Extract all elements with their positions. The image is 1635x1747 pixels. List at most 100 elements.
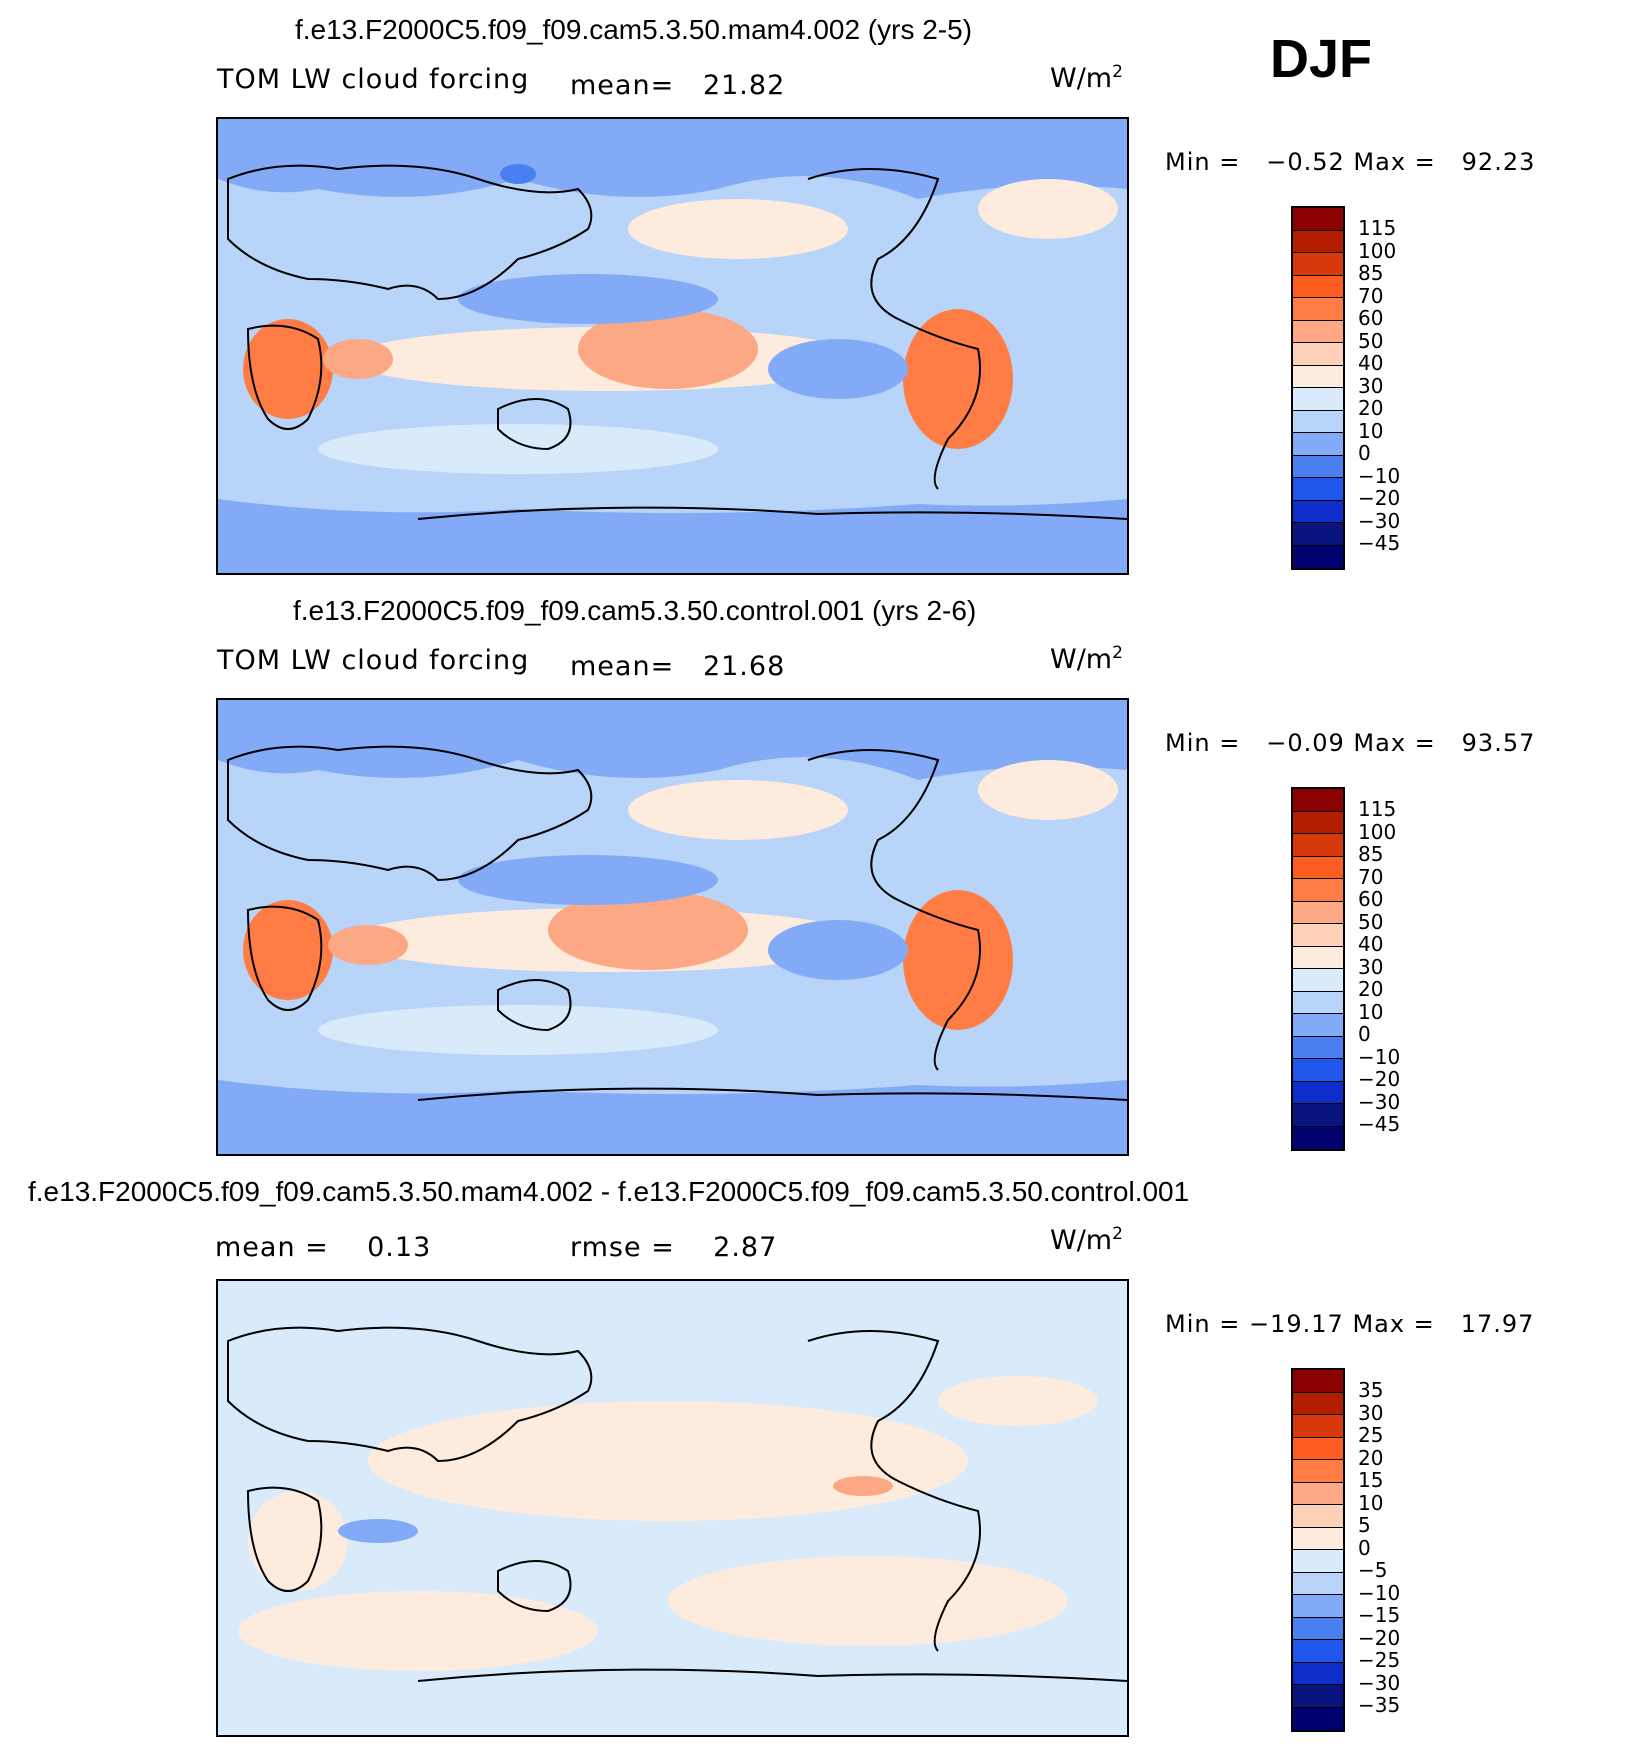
colorbar-tick-label: 85 [1358,261,1384,285]
colorbar-tick-label: −45 [1358,531,1401,555]
colorbar-segment [1293,834,1343,857]
colorbar-tick-label: −10 [1358,463,1401,488]
colorbar-tick-label: 30 [1358,373,1384,398]
panel-1-mean: mean= 21.82 [570,70,786,101]
colorbar-segment [1293,1014,1343,1037]
colorbar-segment [1293,1437,1343,1460]
colorbar-segment [1293,1370,1343,1393]
colorbar-tick-label: 25 [1358,1423,1384,1447]
colorbar-tick-label: −10 [1358,1044,1401,1069]
colorbar-segment [1293,545,1343,568]
colorbar-tick-label: −5 [1358,1558,1388,1582]
colorbar-segment [1293,1550,1343,1573]
colorbar-tick-label: −10 [1358,1580,1401,1605]
colorbar-segment [1293,1662,1343,1685]
colorbar-segment [1293,879,1343,902]
colorbar-segment [1293,1081,1343,1104]
colorbar-tick-label: −25 [1358,1648,1401,1672]
colorbar-segment [1293,1505,1343,1528]
panel-1-units: W/m2 [1050,62,1123,94]
panel-3-rmse: rmse = 2.87 [570,1232,778,1263]
panel-3-mean: mean = 0.13 [215,1232,432,1263]
panel-3-minmax: Min = −19.17 Max = 17.97 [1165,1310,1535,1338]
panel-1-minmax: Min = −0.52 Max = 92.23 [1165,148,1536,176]
colorbar-tick-label: −45 [1358,1112,1401,1136]
colorbar-segment [1293,343,1343,366]
colorbar-tick-label: 50 [1358,328,1384,353]
panel-1-title: f.e13.F2000C5.f09_f09.cam5.3.50.mam4.002… [295,14,973,45]
colorbar-segment [1293,901,1343,924]
colorbar-segment [1293,230,1343,253]
colorbar-tick-label: 20 [1358,396,1384,420]
colorbar-segment [1293,1527,1343,1550]
colorbar-segment [1293,1482,1343,1505]
colorbar-segment [1293,478,1343,501]
colorbar-tick-label: 70 [1358,283,1384,308]
colorbar-segment [1293,1572,1343,1595]
colorbar-segment [1293,320,1343,343]
colorbar-segment [1293,1685,1343,1708]
panel-3-title: f.e13.F2000C5.f09_f09.cam5.3.50.mam4.002… [28,1176,1190,1207]
colorbar-segment [1293,1104,1343,1127]
colorbar-segment [1293,969,1343,992]
colorbar-tick-label: −15 [1358,1603,1401,1627]
colorbar-segment [1293,1126,1343,1149]
colorbar-tick-label: 115 [1358,216,1397,240]
colorbar-tick-label: 70 [1358,864,1384,889]
colorbar-tick-label: 40 [1358,932,1384,956]
colorbar-tick-label: 0 [1358,441,1371,465]
colorbar-segment [1293,946,1343,969]
colorbar-segment [1293,1059,1343,1082]
colorbar-tick-label: 20 [1358,1445,1384,1470]
colorbar-segment [1293,856,1343,879]
colorbar-tick-label: 60 [1358,887,1384,911]
colorbar-segment [1293,523,1343,546]
panel-2-title: f.e13.F2000C5.f09_f09.cam5.3.50.control.… [293,595,977,626]
colorbar-tick-label: 35 [1358,1378,1384,1402]
panel-3-units: W/m2 [1050,1224,1123,1256]
colorbar-tick-label: 40 [1358,351,1384,375]
colorbar-segment [1293,208,1343,231]
colorbar-tick-label: 5 [1358,1513,1371,1537]
colorbar-segment [1293,455,1343,478]
panel-1-variable: TOM LW cloud forcing [217,64,530,95]
panel-3-map [216,1279,1129,1737]
colorbar-tick-label: 30 [1358,954,1384,979]
colorbar-segment [1293,500,1343,523]
colorbar-tick-label: 0 [1358,1022,1371,1046]
colorbar-segment [1293,1460,1343,1483]
colorbar-segment [1293,1415,1343,1438]
colorbar-tick-label: 15 [1358,1468,1384,1492]
panel-3-colorbar [1291,1368,1345,1732]
panel-1-map [216,117,1129,575]
panel-1-contour-field [218,119,1127,573]
colorbar-tick-label: 85 [1358,842,1384,866]
colorbar-tick-label: 10 [1358,1490,1384,1515]
panel-2-map [216,698,1129,1156]
panel-2-colorbar [1291,787,1345,1151]
panel-2-colorbar-ticks: 115 100 85 70 60 50 40 30 20 10 0 −10 −20 −30 −45 [1358,798,1400,1136]
colorbar-tick-label: 10 [1358,418,1384,443]
colorbar-segment [1293,298,1343,321]
colorbar-segment [1293,1392,1343,1415]
panel-3-contour-field [218,1281,1127,1735]
colorbar-segment [1293,991,1343,1014]
panel-2-contour-field [218,700,1127,1154]
colorbar-tick-label: 20 [1358,977,1384,1001]
panel-2-variable: TOM LW cloud forcing [217,645,530,676]
colorbar-tick-label: −30 [1358,1670,1401,1695]
panel-2-minmax: Min = −0.09 Max = 93.57 [1165,729,1536,757]
colorbar-segment [1293,789,1343,812]
colorbar-segment [1293,275,1343,298]
colorbar-tick-label: 10 [1358,999,1384,1024]
colorbar-segment [1293,253,1343,276]
panel-2-mean: mean= 21.68 [570,651,786,682]
colorbar-segment [1293,388,1343,411]
colorbar-segment [1293,924,1343,947]
colorbar-tick-label: 100 [1358,238,1397,263]
panel-1-colorbar [1291,206,1345,570]
colorbar-tick-label: −20 [1358,1625,1401,1650]
colorbar-segment [1293,1617,1343,1640]
colorbar-segment [1293,1707,1343,1730]
colorbar-tick-label: 115 [1358,797,1397,821]
